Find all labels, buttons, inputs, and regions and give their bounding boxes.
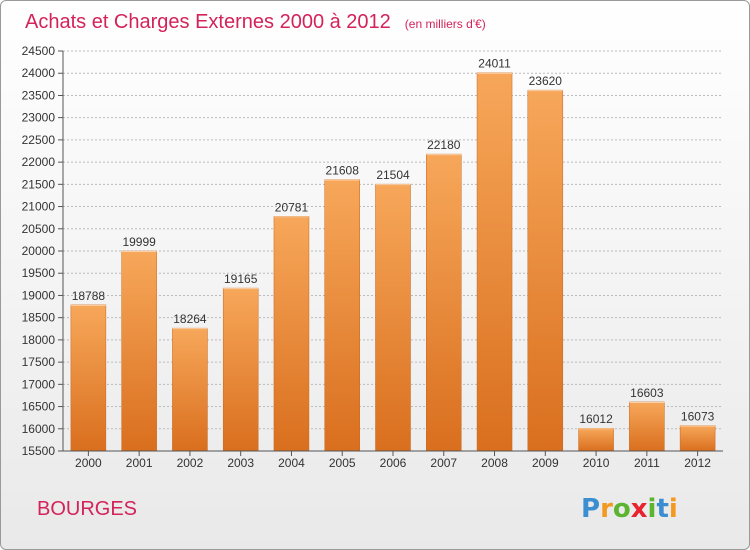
- y-tick-label: 24500: [22, 44, 56, 58]
- y-tick-label: 22000: [22, 155, 56, 169]
- x-tick-label: 2001: [126, 456, 153, 470]
- x-tick-label: 2009: [532, 456, 559, 470]
- x-tick-label: 2005: [329, 456, 356, 470]
- data-label: 20781: [275, 200, 309, 214]
- y-tick-label: 21500: [22, 177, 56, 191]
- y-tick-label: 19500: [22, 266, 56, 280]
- chart-title: Achats et Charges Externes 2000 à 2012 (…: [25, 11, 486, 33]
- bar-2006: [375, 183, 411, 452]
- data-label: 23620: [529, 74, 563, 88]
- data-label: 16012: [579, 412, 613, 426]
- x-axis: 2000 2001 2002 2003 2004 2005 2006 2007 2008 2009…: [63, 450, 723, 470]
- x-tick-label: 2011: [634, 456, 660, 470]
- data-label: 21504: [376, 168, 410, 182]
- data-label: 22180: [427, 138, 461, 152]
- bar-2008: [476, 72, 513, 452]
- logo-letter: r: [600, 494, 613, 524]
- bar-2011: [629, 401, 665, 452]
- bar-2004: [273, 216, 310, 452]
- y-tick-label: 22500: [22, 133, 56, 147]
- y-tick-label: 15500: [22, 444, 56, 458]
- y-tick-label: 18500: [22, 311, 56, 325]
- y-tick-label: 19000: [22, 288, 56, 302]
- data-label: 19999: [122, 235, 156, 249]
- y-tick-label: 17000: [22, 377, 56, 391]
- y-axis: 15500 16000 16500 17000 17500 18000 18500 19000…: [22, 44, 64, 458]
- logo-text: Proxiti: [581, 494, 678, 524]
- chart-title-main: Achats et Charges Externes 2000 à 2012: [25, 11, 391, 33]
- bar-2009: [527, 89, 564, 452]
- x-tick-label: 2003: [227, 456, 254, 470]
- logo-letter: P: [581, 494, 600, 524]
- y-tick-label: 24000: [22, 66, 56, 80]
- x-tick-label: 2004: [278, 456, 305, 470]
- city-name: BOURGES: [37, 498, 137, 520]
- x-tick-label: 2010: [583, 456, 610, 470]
- bar-2000: [70, 304, 107, 452]
- proxiti-logo: Proxiti: [581, 494, 678, 524]
- y-tick-label: 20500: [22, 222, 56, 236]
- bar-2001: [121, 250, 157, 452]
- logo-letter: o: [613, 494, 631, 524]
- data-label: 18788: [72, 289, 106, 303]
- y-tick-label: 18000: [22, 333, 56, 347]
- y-tick-label: 17500: [22, 355, 56, 369]
- bar-2007: [426, 153, 462, 452]
- data-label: 16603: [630, 386, 664, 400]
- y-tick-label: 20000: [22, 244, 56, 258]
- x-tick-label: 2007: [430, 456, 457, 470]
- chart-title-unit: (en milliers d'€): [405, 17, 486, 31]
- bar-2010: [578, 427, 614, 452]
- logo-letter: x: [631, 494, 648, 524]
- bars: 18788 19999 18264 19165 20781 21608 21504 22180…: [70, 57, 716, 452]
- bar-2005: [324, 179, 360, 452]
- y-tick-label: 23000: [22, 111, 56, 125]
- x-tick-label: 2002: [177, 456, 204, 470]
- x-tick-label: 2008: [481, 456, 508, 470]
- data-label: 24011: [478, 57, 511, 71]
- y-tick-label: 16500: [22, 400, 56, 414]
- logo-letter: t: [656, 494, 668, 524]
- logo-letter: i: [648, 494, 657, 524]
- data-label: 18264: [173, 312, 207, 326]
- bar-2003: [222, 287, 259, 452]
- bar-2002: [172, 327, 208, 452]
- x-tick-label: 2000: [75, 456, 102, 470]
- data-label: 21608: [326, 164, 360, 178]
- data-label: 19165: [224, 272, 258, 286]
- y-tick-label: 23500: [22, 88, 56, 102]
- logo-letter: i: [669, 494, 678, 524]
- bar-2012: [679, 425, 716, 452]
- x-tick-label: 2012: [684, 456, 711, 470]
- x-tick-label: 2006: [380, 456, 407, 470]
- data-label: 16073: [681, 410, 715, 424]
- y-tick-label: 21000: [22, 200, 56, 214]
- y-tick-label: 16000: [22, 422, 56, 436]
